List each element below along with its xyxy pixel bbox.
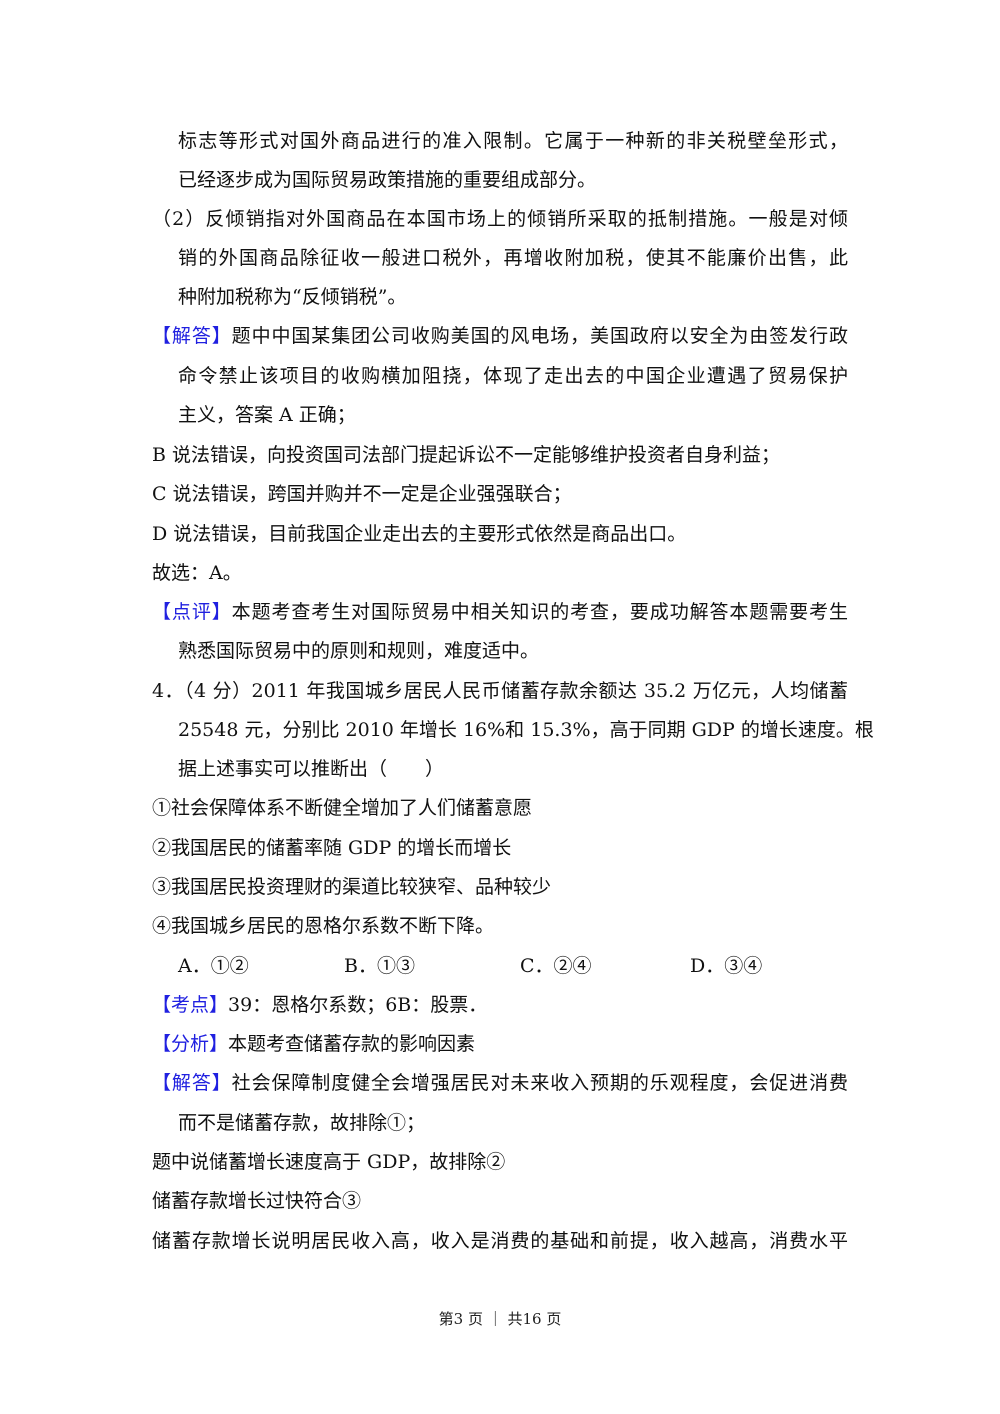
question-line: 据上述事实可以推断出（ ） (178, 758, 445, 780)
page-footer: 第3 页 ｜ 共16 页 (438, 1310, 562, 1328)
kaodian-label: 【考点】 (152, 994, 229, 1016)
answer-line: 【解答】题中中国某集团公司收购美国的风电场，美国政府以安全为由签发行政 (152, 323, 848, 349)
statement-2: ②我国居民的储蓄率随 GDP 的增长而增长 (152, 837, 512, 859)
comment-line: 【点评】本题考查考生对国际贸易中相关知识的考查，要成功解答本题需要考生 (152, 599, 848, 625)
text: 39：恩格尔系数；6B：股票． (228, 994, 488, 1016)
answer-line: 【解答】社会保障制度健全会增强居民对未来收入预期的乐观程度，会促进消费 (152, 1070, 848, 1096)
option-c: C．②④ (520, 955, 592, 977)
statement-1: ①社会保障体系不断健全增加了人们储蓄意愿 (152, 797, 533, 819)
answer-label: 【解答】 (152, 1072, 232, 1094)
text-line: 命令禁止该项目的收购横加阻挠，体现了走出去的中国企业遭遇了贸易保护 (178, 365, 848, 387)
question-line: 4．（4 分）2011 年我国城乡居民人民币储蓄存款余额达 35.2 万亿元，人… (152, 680, 848, 702)
analysis-label: 【分析】 (152, 1033, 229, 1055)
text-line: 故选：A。 (152, 562, 242, 584)
text: 社会保障制度健全会增强居民对未来收入预期的乐观程度，会促进消费 (231, 1072, 848, 1094)
question-line: 25548 元，分别比 2010 年增长 16%和 15.3%，高于同期 GDP… (178, 719, 874, 741)
option-b: B．①③ (344, 955, 415, 977)
text: 题中中国某集团公司收购美国的风电场，美国政府以安全为由签发行政 (231, 325, 848, 347)
answer-label: 【解答】 (152, 325, 232, 347)
text-line: C 说法错误，跨国并购并不一定是企业强强联合； (152, 483, 572, 505)
text-line: 熟悉国际贸易中的原则和规则，难度适中。 (178, 640, 540, 662)
text-line: 销的外国商品除征收一般进口税外，再增收附加税，使其不能廉价出售，此 (178, 247, 848, 269)
analysis-line: 【分析】本题考查储蓄存款的影响因素 (152, 1031, 848, 1057)
text-line: 已经逐步成为国际贸易政策措施的重要组成部分。 (178, 169, 597, 191)
text-line: B 说法错误，向投资国司法部门提起诉讼不一定能够维护投资者自身利益； (152, 444, 781, 466)
text-line: 种附加税称为“反倾销税”。 (178, 286, 407, 308)
text-line: 标志等形式对国外商品进行的准入限制。它属于一种新的非关税壁垒形式， (178, 130, 848, 152)
option-a: A．①② (178, 955, 249, 977)
text: 本题考查考生对国际贸易中相关知识的考查，要成功解答本题需要考生 (231, 601, 848, 623)
text: 本题考查储蓄存款的影响因素 (228, 1033, 476, 1055)
option-d: D．③④ (690, 955, 763, 977)
text-line: 题中说储蓄增长速度高于 GDP，故排除② (152, 1151, 506, 1173)
text-line: 储蓄存款增长过快符合③ (152, 1190, 362, 1212)
text-line: 主义，答案 A 正确； (178, 404, 356, 426)
text-line: D 说法错误，目前我国企业走出去的主要形式依然是商品出口。 (152, 523, 687, 545)
kaodian-line: 【考点】39：恩格尔系数；6B：股票． (152, 992, 848, 1018)
text-line: 而不是储蓄存款，故排除①； (178, 1112, 426, 1134)
text-line: （2）反倾销指对外国商品在本国市场上的倾销所采取的抵制措施。一般是对倾 (152, 208, 848, 230)
statement-3: ③我国居民投资理财的渠道比较狭窄、品种较少 (152, 876, 552, 898)
comment-label: 【点评】 (152, 601, 232, 623)
statement-4: ④我国城乡居民的恩格尔系数不断下降。 (152, 915, 495, 937)
text-line: 储蓄存款增长说明居民收入高，收入是消费的基础和前提，收入越高，消费水平 (152, 1230, 848, 1252)
